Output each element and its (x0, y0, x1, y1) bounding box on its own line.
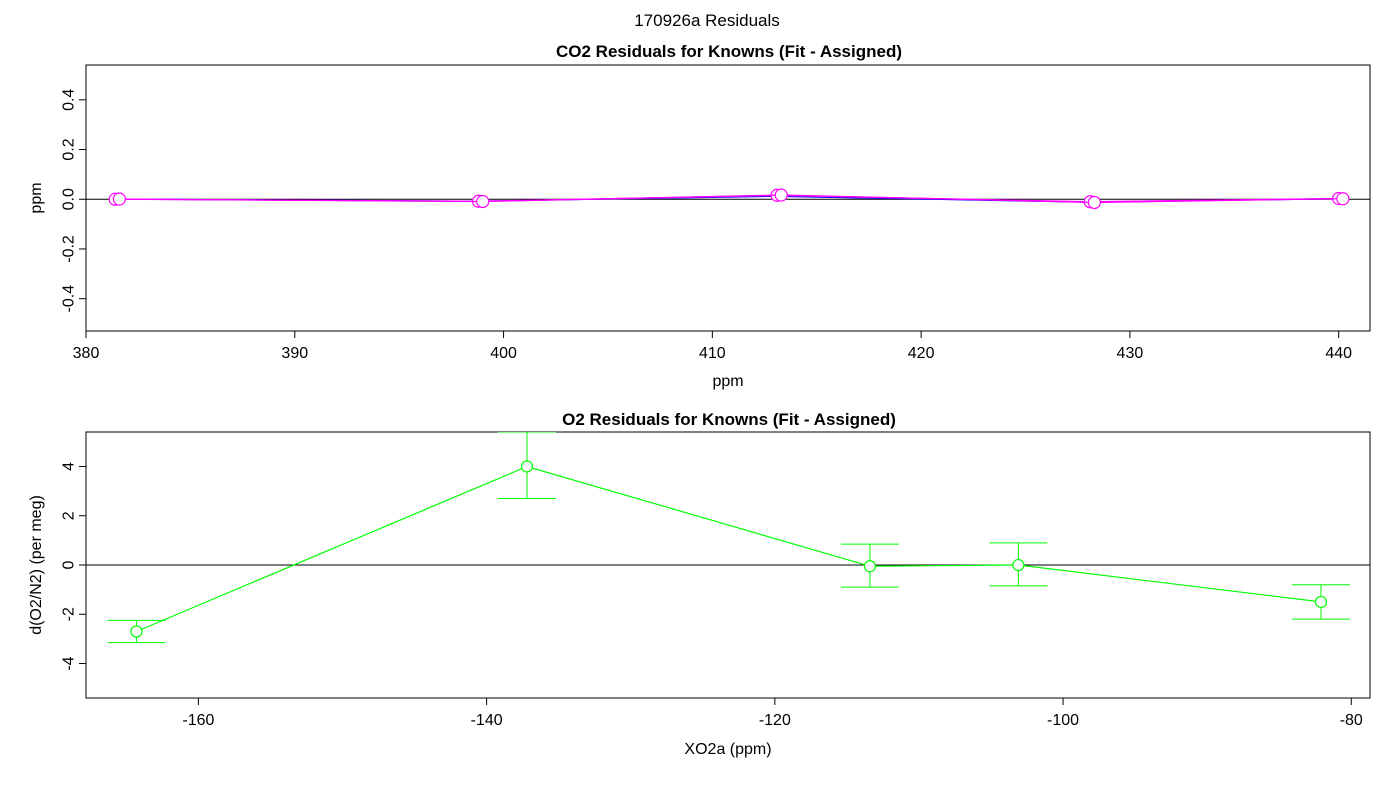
o2-x-tick-label: -160 (182, 712, 214, 729)
o2-series-group (107, 432, 1351, 644)
co2-x-axis-label: ppm (712, 373, 743, 390)
co2-x-tick-label: 410 (699, 345, 726, 362)
co2-data-point (1087, 195, 1102, 210)
o2-x-tick-label: -120 (759, 712, 791, 729)
co2-x-tick-label: 420 (908, 345, 935, 362)
co2-series-group (108, 188, 1350, 210)
co2-y-tick-label: 0.0 (61, 188, 78, 210)
o2-residuals-panel: O2 Residuals for Knowns (Fit - Assigned)… (28, 410, 1371, 758)
co2-y-tick-label: -0.4 (61, 285, 78, 313)
co2-panel-title: CO2 Residuals for Knowns (Fit - Assigned… (556, 42, 902, 61)
co2-data-point (1336, 192, 1350, 206)
co2-data-point (774, 188, 788, 202)
figure-title: 170926a Residuals (634, 11, 780, 30)
o2-series-line (136, 465, 1322, 633)
o2-x-tick-label: -100 (1047, 712, 1079, 729)
co2-y-tick-label: 0.2 (61, 138, 78, 160)
co2-plot-frame (85, 64, 1371, 332)
o2-data-point (1012, 558, 1025, 572)
o2-data-point (863, 560, 877, 573)
o2-data-point (520, 460, 534, 473)
co2-y-tick-label: 0.4 (61, 89, 78, 111)
o2-panel-title: O2 Residuals for Knowns (Fit - Assigned) (562, 410, 896, 429)
co2-data-point (112, 192, 127, 206)
co2-x-tick-label: 380 (73, 345, 100, 362)
o2-data-point (1314, 595, 1328, 609)
co2-y-axis-label: ppm (28, 182, 45, 213)
co2-residuals-panel: CO2 Residuals for Knowns (Fit - Assigned… (28, 42, 1371, 390)
co2-x-tick-label: 390 (281, 345, 308, 362)
o2-y-tick-label: -4 (61, 656, 78, 670)
o2-y-axis-label: d(O2/N2) (per meg) (28, 495, 45, 635)
o2-x-tick-label: -80 (1340, 712, 1363, 729)
o2-y-tick-label: 4 (61, 462, 78, 471)
o2-y-tick-label: -2 (61, 607, 78, 621)
co2-x-tick-label: 400 (490, 345, 517, 362)
o2-data-point (130, 625, 143, 638)
o2-y-tick-label: 0 (61, 560, 78, 569)
co2-x-tick-label: 430 (1117, 345, 1144, 362)
o2-x-tick-label: -140 (471, 712, 503, 729)
co2-y-tick-label: -0.2 (61, 235, 78, 263)
co2-data-point (476, 194, 490, 209)
o2-x-axis-label: XO2a (ppm) (684, 741, 771, 758)
co2-x-tick-label: 440 (1325, 345, 1352, 362)
o2-y-tick-label: 2 (61, 511, 78, 520)
